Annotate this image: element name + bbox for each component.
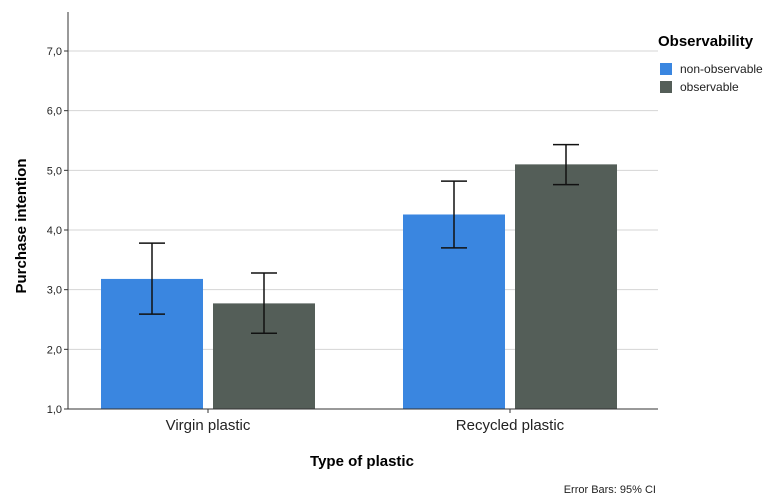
x-category-label: Virgin plastic [166, 417, 251, 434]
legend-swatch [660, 81, 672, 93]
error-bars [139, 143, 579, 334]
x-axis-title: Type of plastic [310, 453, 414, 470]
legend-swatch [660, 63, 672, 75]
legend-title: Observability [658, 33, 754, 50]
y-tick-label: 5,0 [47, 165, 62, 177]
y-tick-label: 7,0 [47, 46, 62, 58]
error-bar [441, 180, 467, 249]
y-tick-label: 2,0 [47, 344, 62, 356]
y-tick-label: 4,0 [47, 225, 62, 237]
y-tick-label: 6,0 [47, 106, 62, 118]
axes [67, 12, 658, 410]
legend-label: observable [680, 80, 739, 94]
bar-observable-recycled-plastic [515, 164, 617, 409]
error-bar [251, 272, 277, 334]
error-bar [553, 143, 579, 186]
x-category-labels: Virgin plastic Recycled plastic [166, 409, 565, 434]
legend: Observability non-observable observable [658, 33, 763, 94]
y-tick-label: 1,0 [47, 404, 62, 416]
legend-label: non-observable [680, 62, 763, 76]
error-bars-footnote: Error Bars: 95% CI [564, 484, 656, 496]
y-axis-title: Purchase intention [13, 158, 30, 293]
x-category-label: Recycled plastic [456, 417, 565, 434]
bars [101, 164, 617, 409]
y-tick-label: 3,0 [47, 285, 62, 297]
y-tick-labels: 1,0 2,0 3,0 4,0 5,0 6,0 7,0 [47, 46, 62, 416]
error-bar [139, 242, 165, 315]
